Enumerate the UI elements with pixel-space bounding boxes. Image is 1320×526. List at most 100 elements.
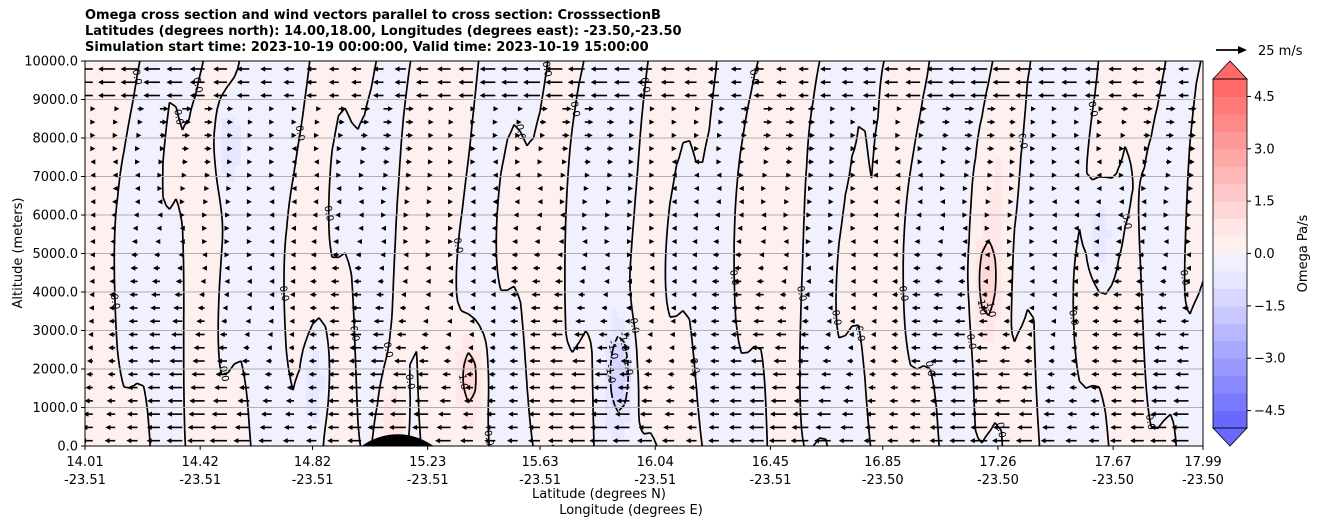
x-tick-label-lat: 15.23: [409, 455, 446, 470]
wind-vector: [213, 79, 227, 85]
wind-vector: [1043, 411, 1055, 417]
wind-vector: [628, 172, 634, 178]
wind-vector: [894, 199, 900, 205]
wind-vector: [951, 371, 965, 377]
wind-vector: [781, 278, 787, 284]
wind-vector: [260, 92, 272, 99]
wind-vector: [607, 172, 613, 178]
wind-vector: [291, 132, 297, 138]
wind-vector: [620, 358, 630, 364]
wind-vector: [1111, 358, 1122, 364]
wind-vector: [801, 318, 809, 324]
colorbar-band: [1213, 79, 1247, 97]
wind-vector: [260, 66, 272, 72]
wind-vector: [962, 225, 968, 231]
wind-vector: [972, 384, 988, 391]
wind-vector: [1132, 345, 1144, 351]
wind-vector: [247, 172, 253, 178]
wind-vector: [591, 411, 608, 417]
wind-vector: [108, 331, 116, 338]
wind-vector: [649, 278, 655, 284]
wind-vector: [1030, 119, 1036, 125]
wind-vector: [583, 185, 589, 192]
wind-vector: [370, 358, 384, 364]
wind-vector: [443, 358, 451, 364]
wind-vector: [1009, 146, 1016, 152]
wind-vector: [151, 292, 160, 298]
wind-vector: [1051, 199, 1057, 205]
wind-vector: [328, 358, 339, 364]
wind-vector: [374, 305, 384, 311]
wind-vector: [670, 305, 676, 311]
wind-vector: [260, 79, 272, 85]
wind-vector: [784, 199, 790, 205]
wind-vector: [920, 106, 927, 112]
wind-vector: [798, 66, 809, 72]
wind-vector: [614, 411, 630, 417]
wind-vector: [1029, 212, 1035, 218]
wind-vector: [735, 252, 742, 258]
wind-vector: [556, 265, 563, 271]
wind-vector: [1051, 252, 1057, 258]
wind-vector: [347, 411, 362, 417]
wind-vector: [613, 66, 630, 72]
wind-vector: [328, 66, 339, 72]
wind-vector: [579, 278, 585, 284]
wind-vector: [649, 225, 655, 231]
wind-vector: [918, 132, 924, 138]
wind-vector: [110, 225, 116, 231]
wind-vector: [913, 252, 921, 258]
wind-vector: [694, 146, 700, 152]
wind-vector: [214, 384, 227, 391]
wind-vector: [88, 305, 94, 311]
x-tick-label-lat: 17.26: [979, 455, 1016, 470]
wind-vector: [113, 119, 119, 125]
wind-vector: [606, 185, 612, 192]
wind-vector: [350, 318, 362, 324]
wind-vector: [372, 331, 384, 338]
wind-vector: [1158, 292, 1167, 298]
wind-vector: [218, 345, 227, 351]
wind-vector: [570, 384, 585, 391]
wind-vector: [1155, 331, 1167, 338]
contour-label-zero: 0.0: [1119, 213, 1133, 231]
wind-vector: [841, 411, 854, 417]
wind-vector: [984, 225, 990, 231]
wind-vector: [331, 265, 339, 271]
wind-vector: [670, 318, 676, 324]
wind-vector: [305, 438, 317, 444]
wind-vector: [829, 172, 835, 178]
contour-label-zero: 0.0: [108, 293, 122, 311]
wind-vector: [690, 318, 697, 324]
wind-vector: [1090, 384, 1100, 391]
wind-vector: [818, 398, 831, 404]
contour-label-zero: 0.0: [1085, 100, 1099, 118]
wind-vector: [762, 172, 768, 178]
wind-vector: [222, 305, 228, 311]
wind-vector: [501, 66, 518, 72]
wind-vector: [437, 411, 451, 417]
wind-vector: [754, 305, 764, 311]
wind-vector: [649, 146, 655, 152]
wind-vector: [269, 225, 275, 231]
wind-vector: [470, 119, 476, 125]
wind-vector: [711, 292, 719, 298]
wind-vector: [750, 358, 764, 364]
colorbar-tick-label: 0.0: [1254, 247, 1275, 262]
wind-vector: [1096, 172, 1102, 178]
wind-vector: [846, 358, 854, 364]
wind-vector: [110, 238, 116, 245]
wind-vector: [872, 265, 878, 271]
colorbar-band: [1213, 96, 1247, 115]
wind-vector: [328, 92, 339, 99]
wind-vector: [1118, 185, 1124, 192]
wind-vector: [405, 119, 414, 125]
wind-vector: [552, 305, 563, 311]
wind-vector: [1143, 132, 1151, 138]
wind-vector: [562, 159, 568, 165]
wind-vector: [649, 238, 655, 245]
wind-vector: [291, 106, 297, 112]
wind-vector: [114, 106, 120, 112]
wind-vector: [716, 146, 722, 152]
wind-vector: [258, 438, 272, 444]
